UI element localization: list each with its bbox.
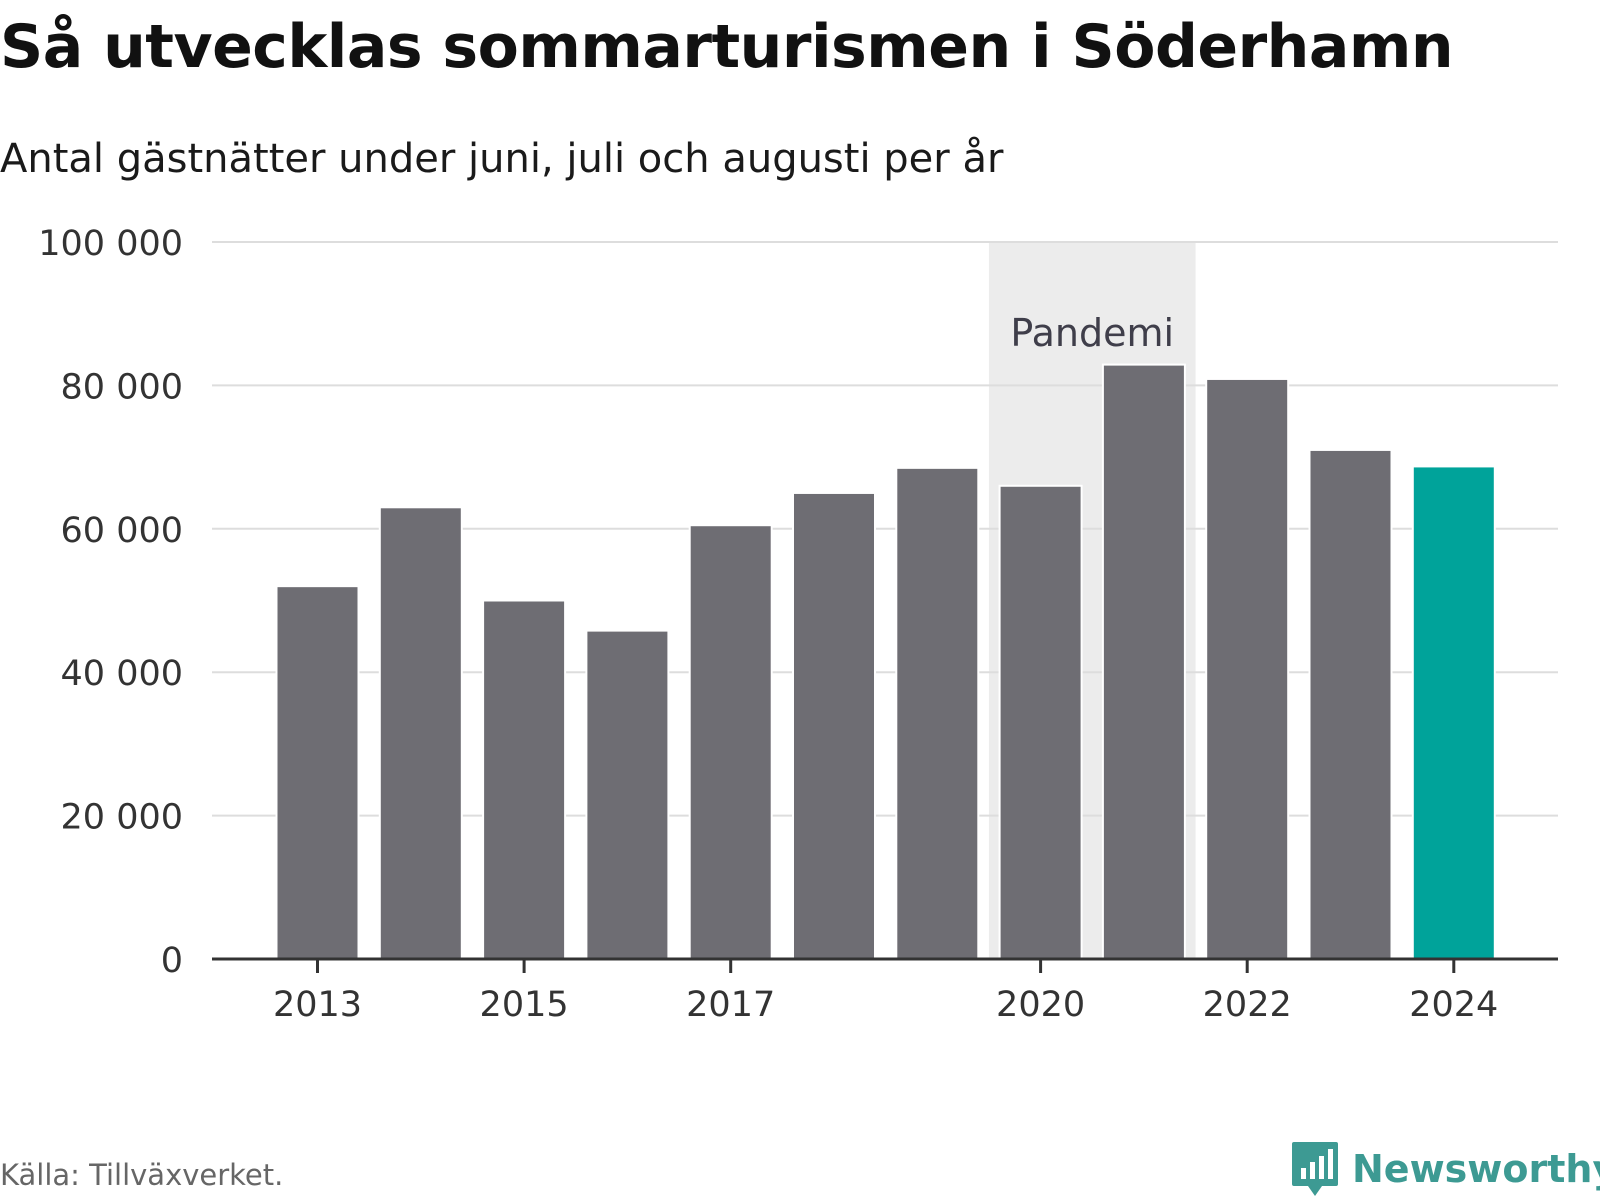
chart-title: Så utvecklas sommarturismen i Söderhamn — [0, 12, 1454, 82]
bar-2024 — [1411, 465, 1496, 960]
bar-2017 — [688, 524, 773, 961]
bar-chart-logo-icon — [1292, 1142, 1338, 1196]
bar-2014 — [378, 506, 463, 960]
bar-2013 — [275, 585, 360, 960]
source-note: Källa: Tillväxverket. — [0, 1158, 284, 1192]
brand-name: Newsworthy — [1352, 1147, 1600, 1191]
y-tick-label: 80 000 — [61, 367, 183, 407]
y-tick-label: 20 000 — [61, 798, 183, 838]
bar-2016 — [585, 629, 670, 960]
y-tick-label: 0 — [161, 941, 183, 981]
bar-2015 — [482, 599, 567, 960]
bar-2021 — [1101, 363, 1186, 960]
x-tick-label: 2013 — [273, 985, 362, 1025]
x-tick-label: 2015 — [480, 985, 569, 1025]
shaded-period-label: Pandemi — [1010, 311, 1174, 355]
x-tick-label: 2020 — [996, 985, 1085, 1025]
bar-chart: Pandemi 0 20 000 40 000 60 000 80 000 100 000 2… — [38, 224, 1558, 1025]
newsworthy-logo: Newsworthy — [1290, 1140, 1600, 1198]
y-tick-label: 60 000 — [61, 511, 183, 551]
y-tick-label: 40 000 — [61, 654, 183, 694]
bar-2022 — [1205, 377, 1290, 960]
bar-2020 — [998, 484, 1083, 960]
bar-2018 — [792, 491, 876, 960]
bar-2023 — [1308, 448, 1393, 960]
bar-2019 — [895, 466, 980, 960]
x-tick-label: 2022 — [1203, 985, 1292, 1025]
x-tick-label: 2024 — [1409, 985, 1498, 1025]
chart-subtitle: Antal gästnätter under juni, juli och au… — [0, 136, 1004, 182]
x-tick-label: 2017 — [686, 985, 775, 1025]
y-tick-label: 100 000 — [38, 224, 183, 264]
